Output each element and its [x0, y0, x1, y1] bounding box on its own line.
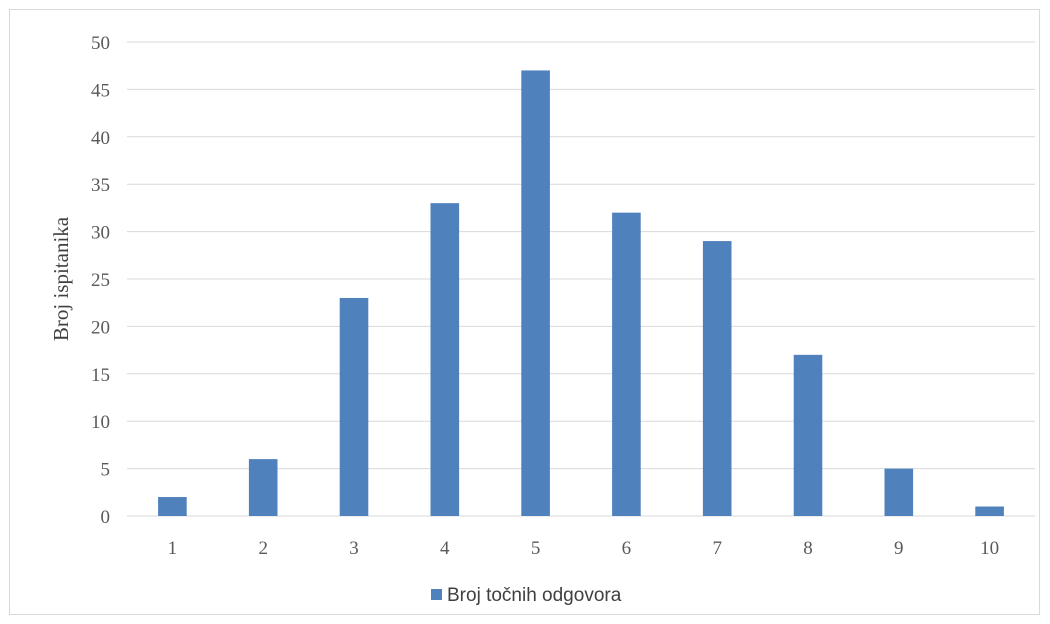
bar-8[interactable]: [793, 354, 823, 516]
bar-10[interactable]: [975, 506, 1004, 516]
legend[interactable]: Broj točnih odgovora: [431, 585, 622, 606]
y-axis-title: Broj ispitanika: [49, 216, 73, 341]
bar-3[interactable]: [339, 297, 369, 516]
y-tick-labels: 0 5 10 15 20 25 30 35 40 45 50: [91, 33, 110, 528]
bar-2[interactable]: [248, 459, 278, 516]
y-tick-label: 45: [91, 80, 110, 101]
gridlines: [127, 41, 1035, 517]
bars: [158, 70, 1004, 516]
bar-9[interactable]: [884, 468, 914, 516]
bar-7[interactable]: [702, 241, 732, 516]
y-tick-label: 40: [91, 128, 110, 149]
x-tick-label: 2: [258, 538, 268, 559]
y-tick-label: 50: [91, 33, 110, 54]
y-tick-label: 35: [91, 175, 110, 196]
x-tick-label: 6: [622, 538, 632, 559]
x-tick-label: 3: [349, 538, 359, 559]
x-tick-label: 9: [894, 538, 904, 559]
y-tick-label: 25: [91, 270, 110, 291]
x-tick-label: 1: [168, 538, 178, 559]
x-tick-labels: 1 2 3 4 5 6 7 8 9 10: [168, 538, 999, 559]
legend-swatch: [431, 589, 442, 600]
x-tick-label: 10: [980, 538, 999, 559]
x-tick-label: 8: [803, 538, 813, 559]
x-tick-label: 4: [440, 538, 450, 559]
y-tick-label: 0: [101, 507, 111, 528]
x-tick-label: 5: [531, 538, 541, 559]
x-tick-label: 7: [712, 538, 722, 559]
y-tick-label: 30: [91, 223, 110, 244]
y-tick-label: 15: [91, 365, 110, 386]
bar-5[interactable]: [521, 70, 550, 516]
bar-4[interactable]: [430, 203, 460, 516]
y-tick-label: 20: [91, 317, 110, 338]
bar-6[interactable]: [612, 212, 641, 516]
bar-1[interactable]: [158, 497, 187, 516]
legend-label: Broj točnih odgovora: [447, 585, 622, 606]
y-tick-label: 5: [101, 460, 111, 481]
y-tick-label: 10: [91, 412, 110, 433]
